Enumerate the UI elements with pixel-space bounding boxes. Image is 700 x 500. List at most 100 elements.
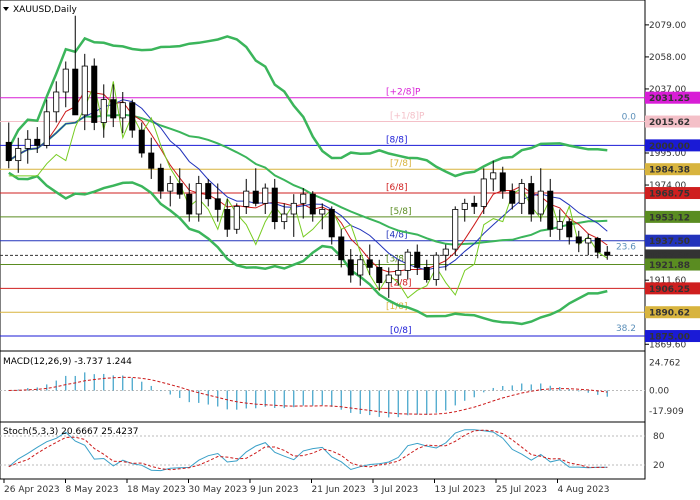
candle-body	[594, 238, 601, 253]
candle-body	[309, 193, 316, 215]
level-price-label: 1921.88	[649, 261, 690, 271]
main-collapse-icon[interactable]	[3, 7, 9, 11]
candle-body	[433, 254, 440, 280]
candle-body	[556, 221, 563, 230]
candle-body	[148, 152, 155, 169]
price-tick-label: 1974.00	[649, 181, 686, 191]
candle-body	[480, 178, 487, 207]
candle-body	[338, 236, 345, 261]
macd-tick-label: 0.00	[649, 386, 669, 396]
murrey-label: [1/8]	[386, 302, 408, 312]
candle-body	[499, 172, 506, 192]
candle-body	[110, 99, 117, 119]
level-price-badge	[645, 234, 700, 247]
candle-body	[5, 141, 12, 162]
candle-body	[138, 129, 145, 154]
candle-body	[119, 102, 126, 119]
stoch-tick-label: 20	[653, 461, 665, 471]
candle-body	[319, 209, 326, 215]
price-tick-label: 2079.00	[649, 21, 686, 31]
stoch-series	[0, 429, 645, 472]
candle-body	[176, 183, 183, 195]
fib-label: 38.2	[616, 324, 636, 334]
level-price-badge	[645, 210, 700, 223]
candle-body	[167, 183, 174, 192]
level-price-label: 1906.25	[649, 285, 690, 295]
price-tick-label: 1911.60	[649, 276, 686, 286]
candle-body	[72, 68, 79, 116]
macd-tick-label: 24.762	[649, 358, 681, 368]
level-price-badge	[645, 139, 700, 152]
time-tick-label: 25 Jul 2023	[496, 485, 547, 495]
murrey-label: [3/8]	[386, 255, 408, 265]
time-tick-label: 3 Jul 2023	[373, 485, 418, 495]
candle-body	[34, 138, 41, 146]
candle-body	[366, 259, 373, 268]
time-tick-label: 9 Jun 2023	[250, 485, 298, 495]
bollinger-lower	[8, 171, 608, 326]
level-price-badge	[645, 330, 700, 343]
level-price-label: 2015.62	[649, 118, 690, 128]
candle-body	[471, 202, 478, 207]
fib-label: 23.6	[616, 242, 636, 252]
level-price-badge	[645, 91, 700, 104]
candle-body	[24, 138, 31, 149]
murrey-label: [5/8]	[390, 207, 412, 217]
candle-body	[423, 266, 430, 280]
price-tick-label: 2058.00	[649, 53, 686, 63]
level-price-label: 1937.50	[649, 237, 690, 247]
price-tick-label: 1869.60	[649, 340, 686, 350]
level-price-badge	[645, 258, 700, 271]
candlesticks	[5, 15, 611, 298]
macd-panel[interactable]	[0, 350, 646, 423]
level-price-badge	[645, 115, 700, 128]
murrey-label: [+2/8]P	[386, 88, 421, 98]
level-price-label: 2031.25	[649, 94, 690, 104]
candle-body	[262, 187, 269, 204]
time-tick-label: 21 Jun 2023	[312, 485, 366, 495]
level-price-label: 1890.62	[649, 309, 690, 319]
candle-body	[490, 172, 497, 180]
candle-body	[575, 236, 582, 244]
candle-body	[129, 102, 136, 131]
macd-series	[0, 372, 645, 418]
candle-body	[585, 238, 592, 244]
main-panel[interactable]	[0, 0, 646, 352]
level-price-label: 1984.38	[649, 166, 690, 176]
candle-body	[376, 266, 383, 284]
candle-body	[395, 270, 402, 276]
level-price-label: 1875.00	[649, 333, 690, 343]
murrey-label: [4/8]	[386, 231, 408, 241]
main-title: XAUUSD,Daily	[13, 5, 77, 15]
stoch-tick-label: 80	[653, 432, 665, 442]
level-price-label: 1927.85	[649, 252, 690, 262]
candle-body	[100, 99, 107, 123]
candle-body	[271, 187, 278, 223]
candle-body	[233, 205, 240, 230]
tenkan-line	[8, 90, 608, 273]
indicator-lines	[7, 35, 608, 326]
candle-body	[461, 202, 468, 210]
stoch-title: Stoch(5,3,3) 20.6667 25.4237	[3, 427, 138, 437]
fib-label: 0.0	[622, 113, 637, 123]
candle-body	[385, 274, 392, 284]
bollinger-middle	[8, 113, 608, 246]
time-axis: 26 Apr 2023 8 May 2023 18 May 2023 30 May 2…	[3, 479, 609, 495]
candle-body	[281, 213, 288, 223]
candle-body	[243, 190, 250, 207]
stoch-panel[interactable]	[0, 421, 646, 480]
level-price-badge	[645, 282, 700, 295]
price-tick-label: 2037.00	[649, 85, 686, 95]
candle-body	[414, 251, 421, 268]
murrey-label: [+1/8]P	[390, 112, 425, 122]
level-price-label: 1968.75	[649, 190, 690, 200]
candle-body	[566, 221, 573, 238]
time-tick-label: 18 May 2023	[127, 485, 186, 495]
price-tick-label: 1995.00	[649, 149, 686, 159]
bollinger-upper	[7, 35, 608, 178]
candle-body	[186, 193, 193, 215]
candle-body	[195, 183, 202, 215]
candle-body	[518, 183, 525, 204]
candle-body	[300, 193, 307, 204]
candle-body	[15, 148, 22, 162]
